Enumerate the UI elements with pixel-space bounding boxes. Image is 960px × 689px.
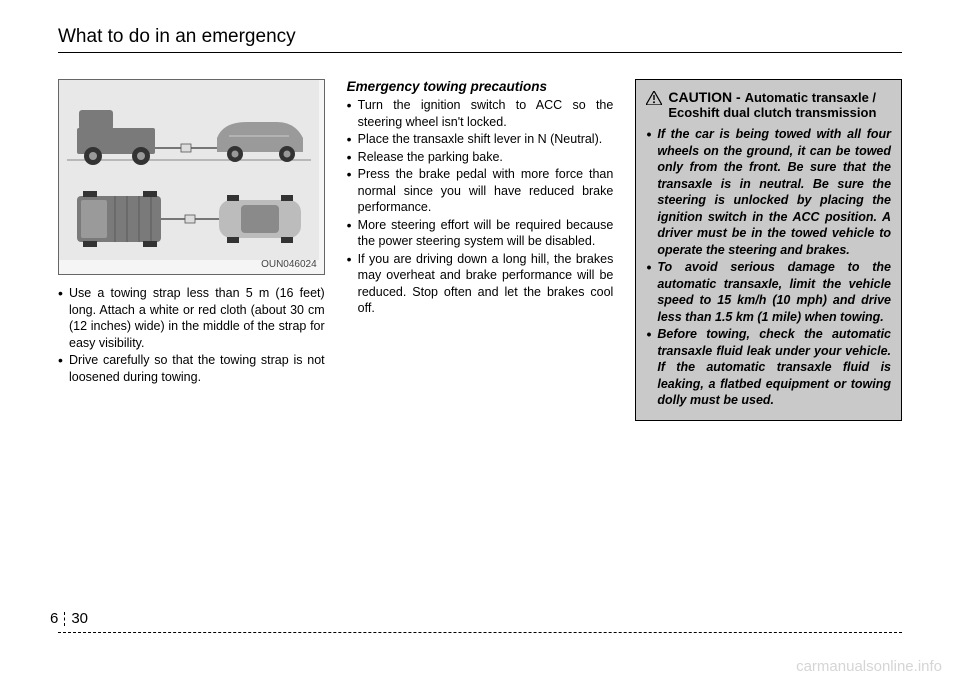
footer: 6 30 xyxy=(58,632,902,633)
list-item: More steering effort will be required be… xyxy=(347,217,614,250)
caution-title: CAUTION - Automatic transaxle / Ecoshift… xyxy=(668,89,891,120)
list-item: If you are driving down a long hill, the… xyxy=(347,251,614,317)
towing-illustration: OUN046024 xyxy=(58,79,325,275)
manual-page: What to do in an emergency xyxy=(0,0,960,689)
page-number: 6 30 xyxy=(50,610,88,627)
column1-bullets: Use a towing strap less than 5 m (16 fee… xyxy=(58,285,325,385)
towing-side-view-icon xyxy=(59,80,319,178)
list-item: Use a towing strap less than 5 m (16 fee… xyxy=(58,285,325,351)
illustration-code: OUN046024 xyxy=(261,259,317,270)
caution-box: CAUTION - Automatic transaxle / Ecoshift… xyxy=(635,79,902,421)
list-item: To avoid serious damage to the automatic… xyxy=(646,259,891,325)
page-index: 30 xyxy=(71,610,88,627)
warning-triangle-icon xyxy=(646,91,662,105)
list-item: Place the transaxle shift lever in N (Ne… xyxy=(347,131,614,148)
header-rule xyxy=(58,52,902,53)
list-item: Turn the ignition switch to ACC so the s… xyxy=(347,97,614,130)
towing-top-view-icon xyxy=(59,178,319,260)
caution-bullets: If the car is being towed with all four … xyxy=(646,126,891,409)
footer-rule xyxy=(58,632,902,633)
list-item: Release the parking bake. xyxy=(347,149,614,166)
caution-word: CAUTION - xyxy=(668,89,744,105)
caution-header: CAUTION - Automatic transaxle / Ecoshift… xyxy=(646,89,891,120)
list-item: If the car is being towed with all four … xyxy=(646,126,891,258)
list-item: Press the brake pedal with more force th… xyxy=(347,166,614,216)
section-number: 6 xyxy=(50,610,58,627)
precautions-heading: Emergency towing precautions xyxy=(347,79,614,94)
column2-bullets: Turn the ignition switch to ACC so the s… xyxy=(347,97,614,317)
column-2: Emergency towing precautions Turn the ig… xyxy=(347,79,614,421)
column-1: OUN046024 Use a towing strap less than 5… xyxy=(58,79,325,421)
page-num-separator xyxy=(64,612,65,626)
watermark: carmanualsonline.info xyxy=(796,658,942,675)
column-3: CAUTION - Automatic transaxle / Ecoshift… xyxy=(635,79,902,421)
list-item: Before towing, check the automatic trans… xyxy=(646,326,891,409)
columns: OUN046024 Use a towing strap less than 5… xyxy=(58,79,902,421)
page-title: What to do in an emergency xyxy=(58,26,902,52)
list-item: Drive carefully so that the towing strap… xyxy=(58,352,325,385)
